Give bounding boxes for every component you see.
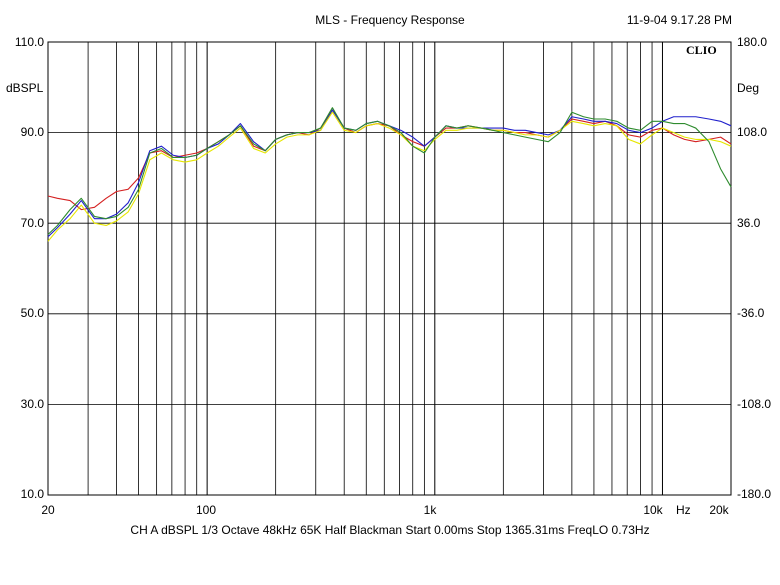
x-tick-20: 20 xyxy=(41,503,55,517)
y-tick-left: 50.0 xyxy=(20,306,44,320)
y-tick-left: 10.0 xyxy=(20,487,44,501)
clio-logo: CLIO xyxy=(686,43,717,57)
y-tick-right: -180.0 xyxy=(737,487,772,501)
x-tick-10k: 10k xyxy=(643,503,663,517)
y-tick-left: 30.0 xyxy=(20,397,44,411)
timestamp: 11-9-04 9.17.28 PM xyxy=(626,13,732,27)
series-layer xyxy=(47,107,732,242)
y-tick-right: 180.0 xyxy=(737,35,768,49)
series-line-3 xyxy=(47,111,732,242)
y-tick-right: -36.0 xyxy=(737,306,765,320)
chart-title: MLS - Frequency Response xyxy=(315,13,465,27)
x-tick-100: 100 xyxy=(195,503,217,517)
y-tick-left: 90.0 xyxy=(20,125,44,139)
measurement-settings: CH A dBSPL 1/3 Octave 48kHz 65K Half Bla… xyxy=(130,523,650,537)
x-tick-20k: 20k xyxy=(709,503,729,517)
x-axis-unit-label: Hz xyxy=(676,503,691,517)
y-axis-label-left: dBSPL xyxy=(6,81,44,95)
y-axis-label-right: Deg xyxy=(737,81,760,95)
y-tick-right: -108.0 xyxy=(737,397,772,411)
plot-frame xyxy=(47,41,732,496)
y-tick-left: 70.0 xyxy=(20,216,44,230)
series-line-4 xyxy=(47,107,732,235)
grid xyxy=(48,42,731,495)
y-tick-right: 36.0 xyxy=(737,216,761,230)
y-tick-right: 108.0 xyxy=(737,125,768,139)
y-tick-left: 110.0 xyxy=(14,35,44,49)
x-tick-1k: 1k xyxy=(423,503,437,517)
